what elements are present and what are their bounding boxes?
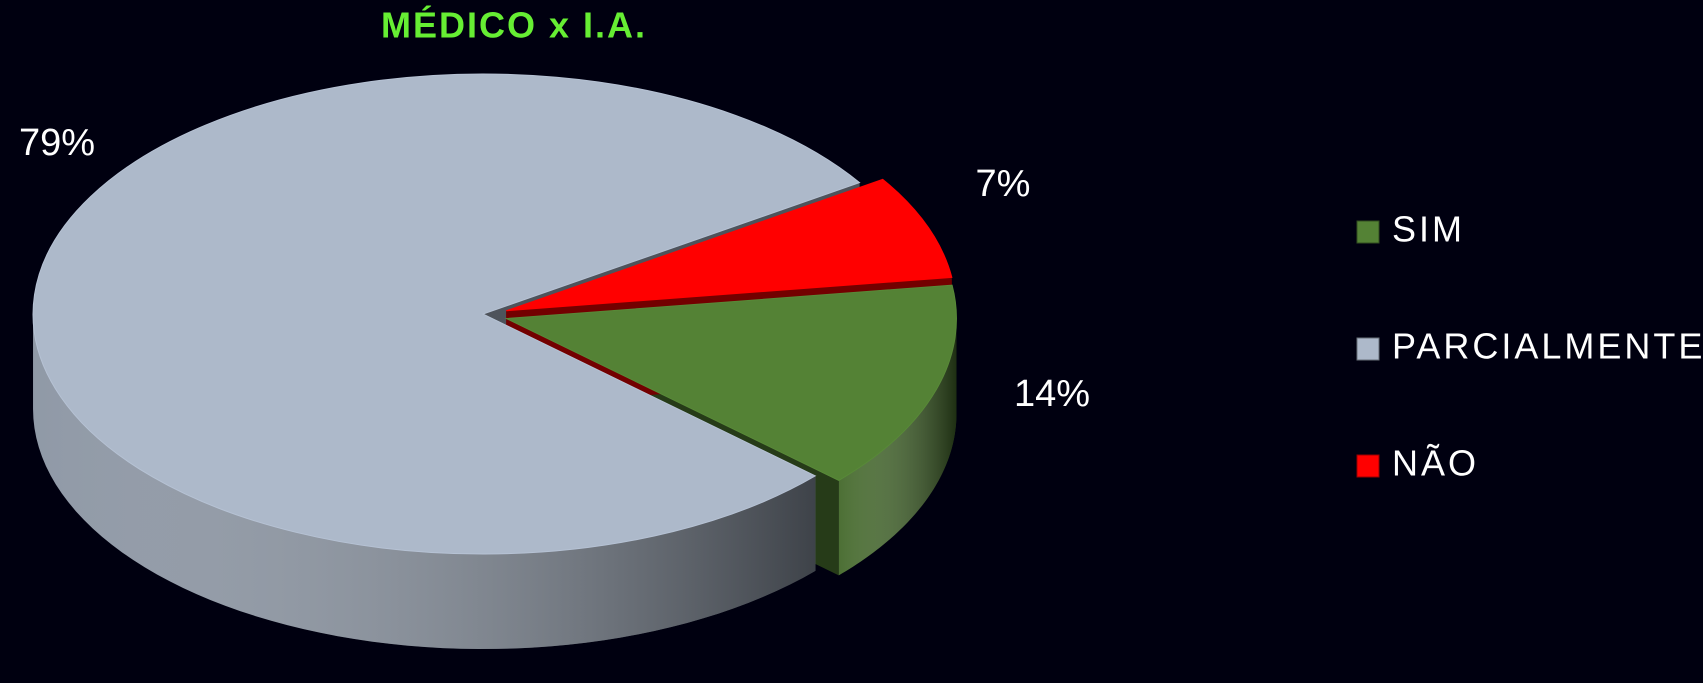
data-label: 14% <box>1014 373 1090 415</box>
data-label: 79% <box>19 122 95 164</box>
legend-swatch <box>1356 337 1380 361</box>
chart-title: MÉDICO x I.A. <box>381 5 647 46</box>
legend-label: PARCIALMENTE <box>1392 326 1703 367</box>
slice <box>504 284 957 481</box>
legend-swatch <box>1356 454 1380 478</box>
data-label: 7% <box>976 163 1031 205</box>
legend-label: NÃO <box>1392 443 1479 484</box>
legend-label: SIM <box>1392 209 1465 250</box>
slice-side-shade <box>33 314 816 650</box>
legend-swatch <box>1356 220 1380 244</box>
slice <box>506 178 953 312</box>
slice <box>32 73 861 555</box>
slice-side-shade <box>838 318 957 576</box>
